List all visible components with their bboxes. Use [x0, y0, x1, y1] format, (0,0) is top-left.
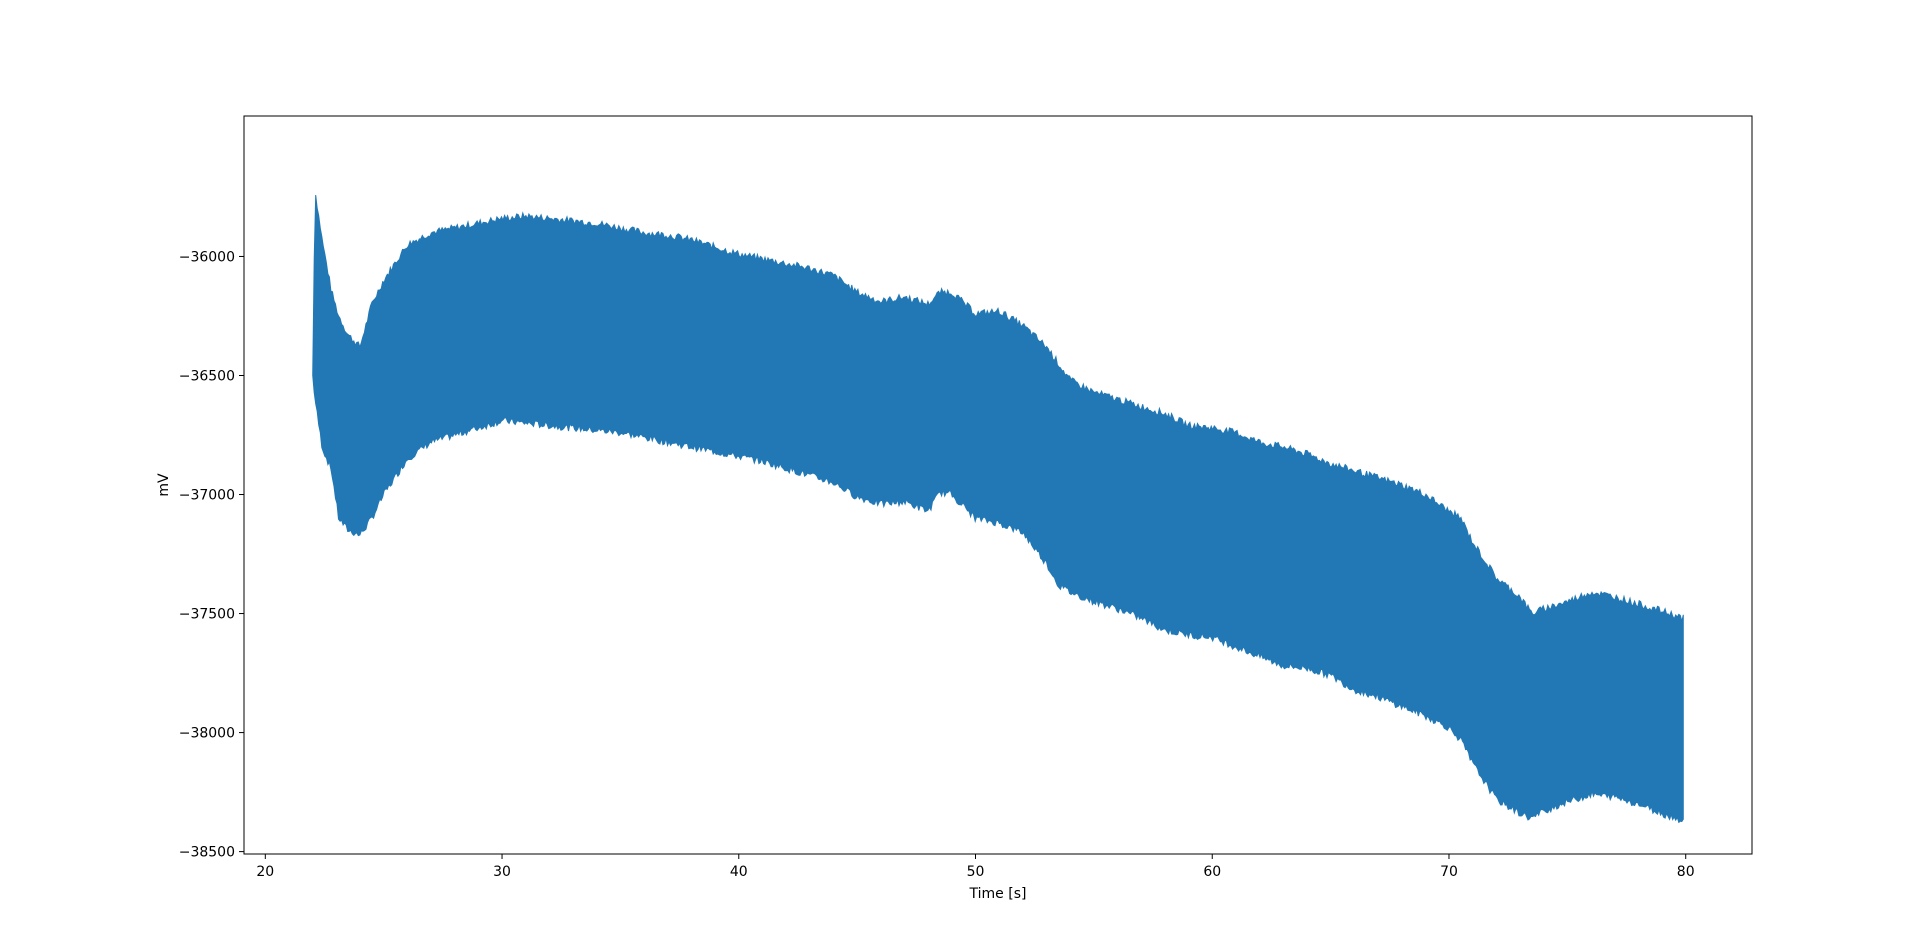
x-tick-label: 50 — [967, 864, 985, 880]
y-axis: −36000 −36500 −37000 −37500 −38000 −38500 — [179, 249, 244, 861]
x-tick-label: 20 — [256, 864, 274, 880]
series-signal — [312, 194, 1684, 824]
x-tick-label: 70 — [1440, 864, 1458, 880]
x-tick-label: 30 — [493, 864, 511, 880]
y-tick-label: −36500 — [179, 368, 235, 384]
y-tick-label: −38000 — [179, 726, 235, 742]
y-tick-label: −37000 — [179, 488, 235, 504]
axes-frame — [243, 115, 1753, 855]
y-tick-label: −38500 — [179, 845, 235, 861]
x-tick-label: 60 — [1203, 864, 1221, 880]
x-tick-label: 80 — [1677, 864, 1695, 880]
y-tick-label: −36000 — [179, 249, 235, 265]
y-axis-label: mV — [156, 473, 172, 497]
x-axis-label: Time [s] — [969, 886, 1027, 902]
x-axis: 20 30 40 50 60 70 80 — [256, 854, 1695, 880]
x-tick-label: 40 — [730, 864, 748, 880]
plot-area — [312, 194, 1684, 824]
y-tick-label: −37500 — [179, 607, 235, 623]
